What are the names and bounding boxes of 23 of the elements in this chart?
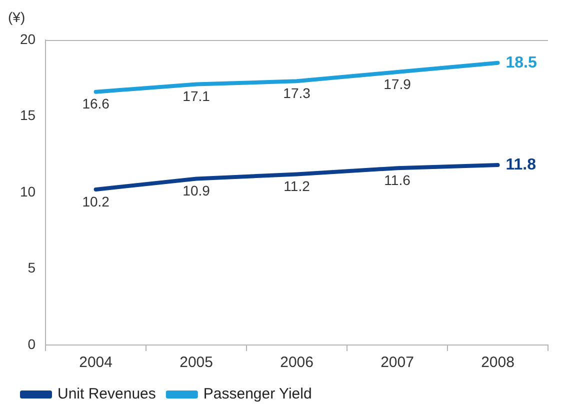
data-label: 11.8 bbox=[506, 156, 536, 174]
x-tick-label: 2005 bbox=[180, 354, 213, 372]
y-axis-title: (¥) bbox=[8, 8, 26, 25]
data-label: 11.6 bbox=[384, 172, 411, 188]
legend-label: Passenger Yield bbox=[203, 386, 312, 403]
y-tick-label: 20 bbox=[20, 30, 36, 47]
y-tick-label: 0 bbox=[28, 336, 36, 352]
y-tick-label: 10 bbox=[20, 183, 36, 200]
y-tick-label: 15 bbox=[20, 107, 36, 124]
x-tick-label: 2004 bbox=[79, 354, 113, 372]
data-label: 17.1 bbox=[182, 88, 210, 104]
x-tick-label: 2008 bbox=[481, 354, 514, 372]
data-label: 17.9 bbox=[384, 76, 412, 92]
data-label: 10.9 bbox=[182, 182, 210, 199]
legend-label: Unit Revenues bbox=[58, 386, 156, 403]
y-tick-label: 5 bbox=[28, 260, 36, 276]
data-label: 11.2 bbox=[284, 178, 310, 194]
data-label: 18.5 bbox=[506, 54, 537, 72]
data-label: 16.6 bbox=[82, 96, 110, 112]
x-tick-label: 2006 bbox=[280, 354, 314, 372]
x-tick-label: 2007 bbox=[380, 354, 414, 372]
data-label: 10.2 bbox=[82, 193, 110, 210]
data-label: 17.3 bbox=[283, 85, 311, 102]
